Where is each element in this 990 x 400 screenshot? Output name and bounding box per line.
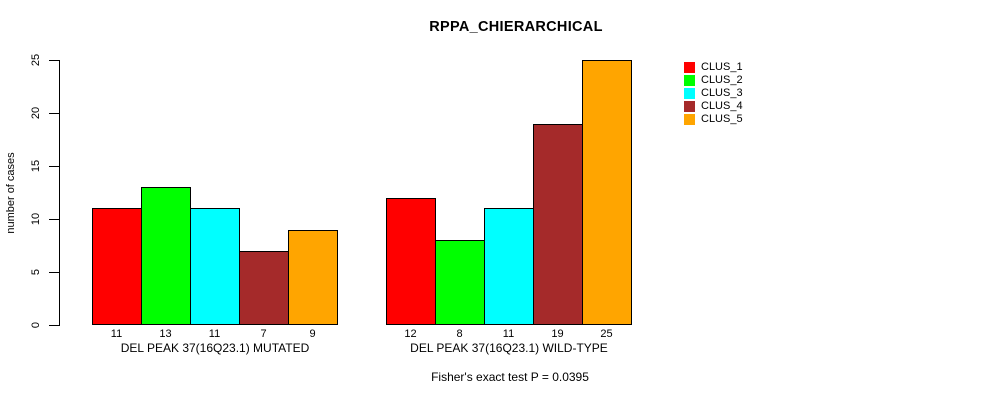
y-tick-label-0: 0 [30,321,42,329]
y-tick-label-10: 10 [30,212,42,226]
x-category-label-mutated: DEL PEAK 37(16Q23.1) MUTATED [120,341,310,355]
bar-CLUS_3-group1 [190,208,240,325]
legend-swatch-CLUS_2 [684,75,695,86]
bar-value-label-CLUS_2-group2: 8 [456,328,463,340]
legend-label-CLUS_4: CLUS_4 [701,100,743,112]
bar-value-label-CLUS_2-group1: 13 [159,328,172,340]
y-tick-mark-15 [49,166,59,167]
y-tick-label-5: 5 [30,268,42,276]
bar-CLUS_3-group2 [484,208,534,325]
bar-CLUS_2-group1 [141,187,191,325]
y-axis-line [59,60,60,326]
y-axis-title: number of cases [5,152,17,234]
y-tick-mark-0 [49,325,59,326]
y-tick-mark-25 [49,60,59,61]
bar-CLUS_4-group1 [239,251,289,325]
bar-value-label-CLUS_3-group2: 11 [502,328,515,340]
bar-CLUS_4-group2 [533,124,583,325]
bar-value-label-CLUS_1-group1: 11 [110,328,123,340]
bar-value-label-CLUS_4-group1: 7 [260,328,267,340]
legend-label-CLUS_3: CLUS_3 [701,87,743,99]
bar-value-label-CLUS_3-group1: 11 [208,328,221,340]
bar-value-label-CLUS_1-group2: 12 [404,328,417,340]
y-tick-mark-20 [49,113,59,114]
bar-value-label-CLUS_5-group1: 9 [309,328,316,340]
y-tick-label-25: 25 [30,53,42,67]
y-tick-mark-10 [49,219,59,220]
bar-CLUS_2-group2 [435,240,485,325]
chart-title: RPPA_CHIERARCHICAL [429,19,603,35]
annotation-text: Fisher's exact test P = 0.0395 [431,370,589,384]
legend-swatch-CLUS_3 [684,88,695,99]
legend-swatch-CLUS_5 [684,114,695,125]
bar-CLUS_5-group1 [288,230,338,325]
bar-CLUS_1-group2 [386,198,436,325]
legend-swatch-CLUS_1 [684,62,695,73]
bar-CLUS_5-group2 [582,60,632,325]
x-category-label-wildtype: DEL PEAK 37(16Q23.1) WILD-TYPE [410,341,608,355]
bar-value-label-CLUS_5-group2: 25 [600,328,613,340]
legend-label-CLUS_5: CLUS_5 [701,113,743,125]
legend-label-CLUS_1: CLUS_1 [701,61,743,73]
y-tick-mark-5 [49,272,59,273]
y-tick-label-15: 15 [30,159,42,173]
legend-label-CLUS_2: CLUS_2 [701,74,743,86]
y-tick-label-20: 20 [30,106,42,120]
bar-value-label-CLUS_4-group2: 19 [551,328,564,340]
legend-swatch-CLUS_4 [684,101,695,112]
bar-CLUS_1-group1 [92,208,142,325]
